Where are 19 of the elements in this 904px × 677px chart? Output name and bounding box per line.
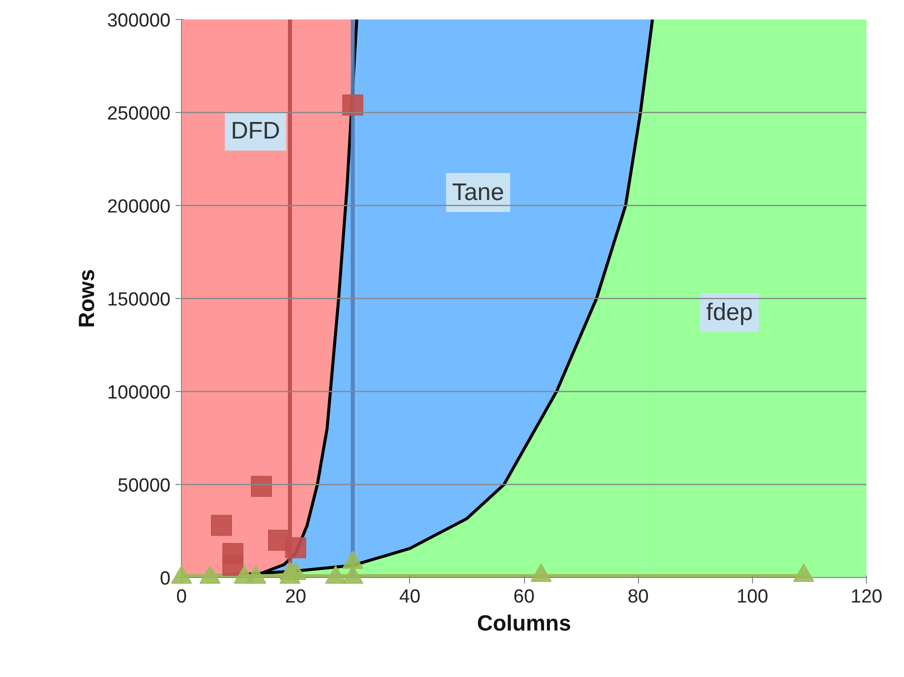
y-tick-label: 150000: [107, 290, 171, 310]
x-tick-label: 60: [513, 586, 535, 608]
x-tick-label: 80: [628, 586, 649, 608]
y-tick-label: 100000: [107, 382, 171, 404]
y-tick-label: 300000: [107, 10, 171, 32]
y-tick-label: 200000: [107, 196, 171, 218]
annotation: DFD: [230, 118, 280, 145]
y-tick-label: 50000: [118, 476, 171, 496]
annotation: Tane: [452, 178, 504, 206]
x-tick-label: 20: [285, 586, 306, 608]
y-axis-title: Rows: [74, 269, 100, 328]
x-tick-label: 0: [176, 586, 187, 608]
x-axis-title: Columns: [476, 610, 572, 636]
annotation: fdep: [706, 298, 753, 326]
x-tick-label: 120: [850, 586, 882, 608]
x-tick-label: 100: [736, 586, 768, 608]
y-tick-label: 250000: [107, 104, 171, 124]
y-tick-label: 0: [160, 568, 171, 590]
x-tick-label: 40: [399, 586, 420, 608]
